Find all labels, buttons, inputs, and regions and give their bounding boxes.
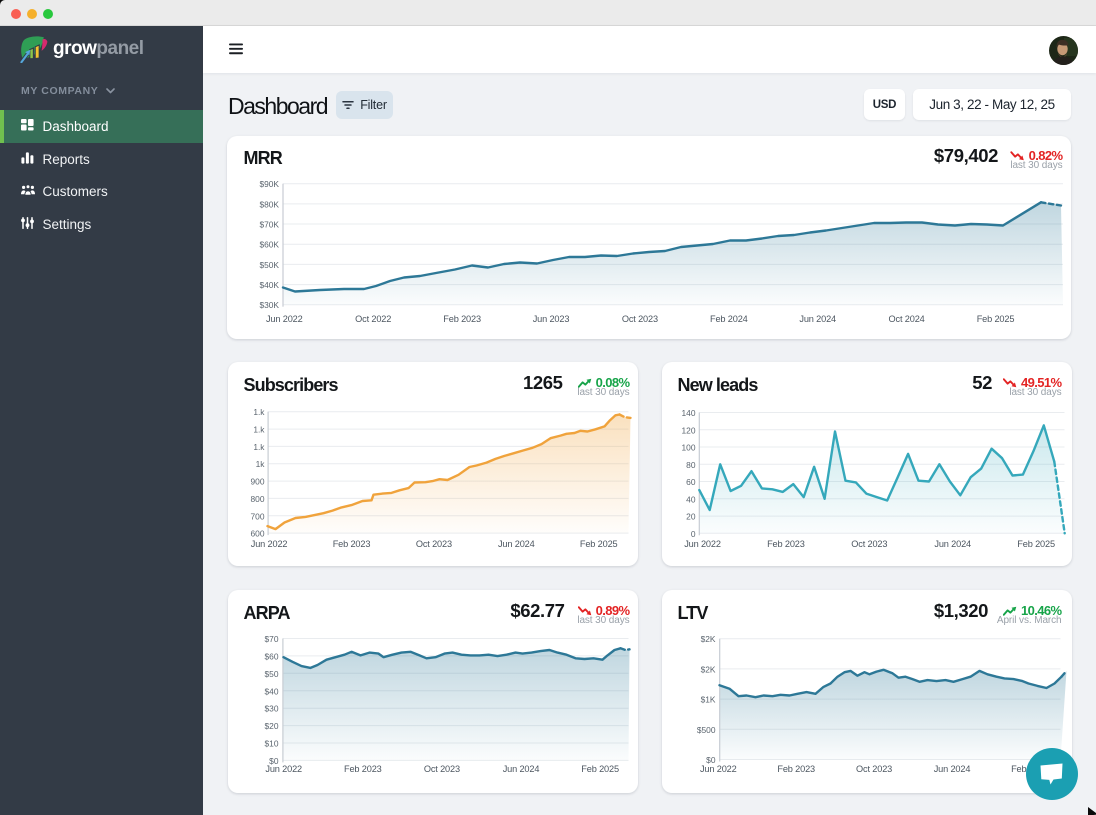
svg-text:40: 40 (686, 494, 696, 504)
svg-text:$2K: $2K (700, 664, 715, 674)
svg-text:$50: $50 (264, 668, 278, 678)
svg-text:Jun 2022: Jun 2022 (684, 539, 721, 549)
svg-text:Oct 2023: Oct 2023 (622, 314, 658, 324)
svg-text:$40: $40 (264, 686, 278, 696)
svg-text:$70: $70 (264, 634, 278, 644)
svg-text:Oct 2023: Oct 2023 (856, 764, 892, 774)
svg-text:Feb 2023: Feb 2023 (443, 314, 481, 324)
svg-text:Feb 2025: Feb 2025 (579, 539, 617, 549)
svg-text:20: 20 (686, 511, 696, 521)
svg-text:$80K: $80K (259, 199, 279, 209)
svg-text:Feb 2025: Feb 2025 (977, 314, 1015, 324)
svg-text:Feb 2023: Feb 2023 (343, 764, 381, 774)
svg-text:$0: $0 (706, 755, 716, 765)
svg-text:Feb 2023: Feb 2023 (777, 764, 815, 774)
svg-text:Jun 2022: Jun 2022 (265, 764, 302, 774)
svg-text:$60K: $60K (259, 240, 279, 250)
svg-text:$30: $30 (264, 703, 278, 713)
svg-text:$90K: $90K (259, 179, 279, 189)
svg-text:140: 140 (681, 408, 695, 418)
svg-text:$60: $60 (264, 651, 278, 661)
svg-text:Oct 2023: Oct 2023 (423, 764, 459, 774)
svg-text:700: 700 (250, 511, 264, 521)
svg-text:$0: $0 (269, 755, 279, 765)
svg-text:1.k: 1.k (253, 407, 265, 417)
svg-text:Feb 2025: Feb 2025 (581, 764, 619, 774)
svg-text:Jun 2024: Jun 2024 (934, 539, 971, 549)
svg-text:Feb 2024: Feb 2024 (710, 314, 748, 324)
svg-text:Oct 2023: Oct 2023 (851, 539, 887, 549)
svg-text:$40K: $40K (259, 280, 279, 290)
svg-text:$10: $10 (264, 738, 278, 748)
svg-text:Jun 2024: Jun 2024 (497, 539, 534, 549)
svg-text:80: 80 (686, 459, 696, 469)
svg-text:1k: 1k (255, 459, 265, 469)
svg-text:Oct 2023: Oct 2023 (415, 539, 451, 549)
svg-text:0: 0 (690, 528, 695, 538)
svg-text:$2K: $2K (700, 634, 715, 644)
svg-text:Jun 2023: Jun 2023 (533, 314, 570, 324)
svg-text:800: 800 (250, 493, 264, 503)
svg-text:Jun 2022: Jun 2022 (250, 539, 287, 549)
svg-text:600: 600 (250, 528, 264, 538)
svg-text:Oct 2024: Oct 2024 (889, 314, 925, 324)
svg-text:Jun 2022: Jun 2022 (699, 764, 736, 774)
svg-text:1.k: 1.k (253, 441, 265, 451)
svg-text:Feb 2025: Feb 2025 (1017, 539, 1055, 549)
svg-text:120: 120 (681, 425, 695, 435)
svg-text:900: 900 (250, 476, 264, 486)
svg-text:Jun 2024: Jun 2024 (502, 764, 539, 774)
svg-text:100: 100 (681, 442, 695, 452)
svg-text:Oct 2022: Oct 2022 (355, 314, 391, 324)
svg-text:$50K: $50K (259, 260, 279, 270)
svg-text:Feb 2023: Feb 2023 (767, 539, 805, 549)
svg-text:$70K: $70K (259, 220, 279, 230)
svg-text:$20: $20 (264, 721, 278, 731)
svg-text:60: 60 (686, 477, 696, 487)
svg-text:$1K: $1K (700, 694, 715, 704)
svg-text:Jun 2024: Jun 2024 (799, 314, 836, 324)
svg-text:$500: $500 (696, 724, 715, 734)
svg-text:Jun 2022: Jun 2022 (266, 314, 303, 324)
svg-text:$30K: $30K (259, 300, 279, 310)
svg-text:Jun 2024: Jun 2024 (933, 764, 970, 774)
svg-text:Feb 2023: Feb 2023 (332, 539, 370, 549)
svg-text:1.k: 1.k (253, 424, 265, 434)
